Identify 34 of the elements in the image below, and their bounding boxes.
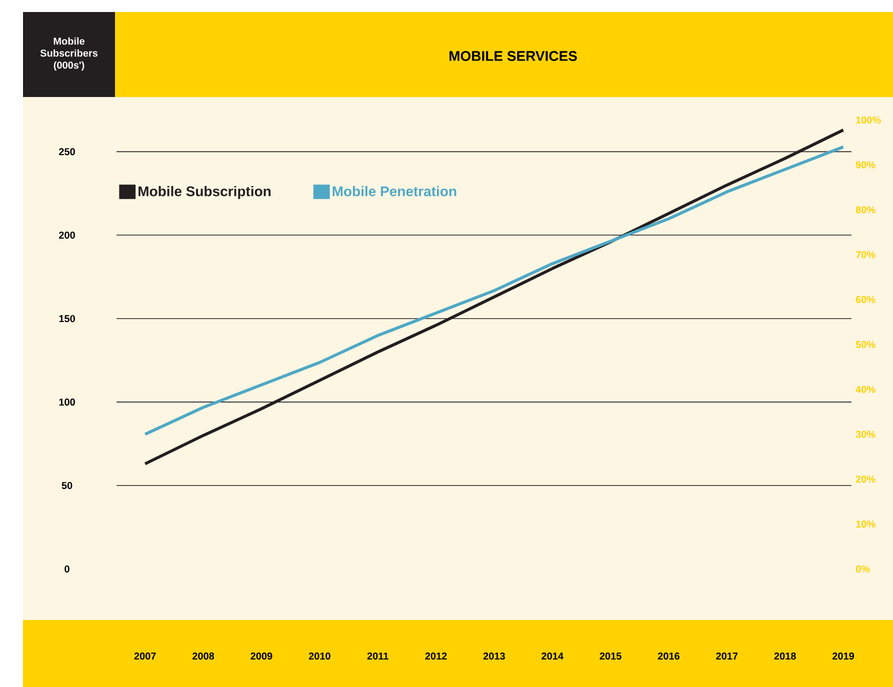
y-axis-title: Mobile Subscribers (000s') [40, 37, 98, 71]
x-tick-label: 2011 [367, 652, 388, 660]
y-tick-label: 100 [59, 398, 75, 406]
y-tick-label: 0 [64, 565, 70, 573]
y2-tick-label: 80% [856, 206, 876, 214]
chart-title: MOBILE SERVICES [450, 51, 577, 61]
x-tick-label: 2010 [308, 652, 330, 660]
y-tick-label: 50 [62, 482, 72, 490]
y2-tick-label: 30% [856, 430, 876, 438]
y2-tick-label: 60% [856, 296, 876, 304]
x-tick-label: 2014 [542, 652, 564, 660]
x-tick-label: 2013 [483, 652, 505, 660]
x-tick-label: 2012 [425, 652, 447, 660]
x-tick-label: 2018 [774, 652, 796, 660]
y-tick-label: 150 [59, 315, 75, 322]
y2-tick-label: 100% [856, 116, 881, 124]
x-tick-label: 2008 [192, 652, 214, 660]
y-tick-label: 250 [59, 148, 75, 156]
x-tick-label: 2017 [716, 652, 738, 660]
x-tick-label: 2016 [658, 652, 680, 660]
legend-label: Mobile Subscription [138, 186, 271, 200]
y2-tick-label: 0% [856, 565, 870, 573]
x-tick-label: 2009 [250, 652, 272, 660]
x-tick-label: 2007 [134, 652, 156, 660]
y2-tick-label: 70% [856, 251, 876, 258]
y2-tick-label: 10% [856, 520, 876, 528]
x-tick-label: 2015 [600, 652, 622, 660]
y2-tick-label: 40% [856, 386, 876, 393]
y2-tick-label: 20% [856, 476, 876, 483]
y2-tick-label: 50% [856, 340, 876, 348]
legend-label: Mobile Penetration [332, 186, 456, 196]
y-tick-label: 200 [59, 232, 75, 239]
y2-tick-label: 90% [856, 161, 876, 168]
x-tick-label: 2019 [832, 652, 854, 660]
